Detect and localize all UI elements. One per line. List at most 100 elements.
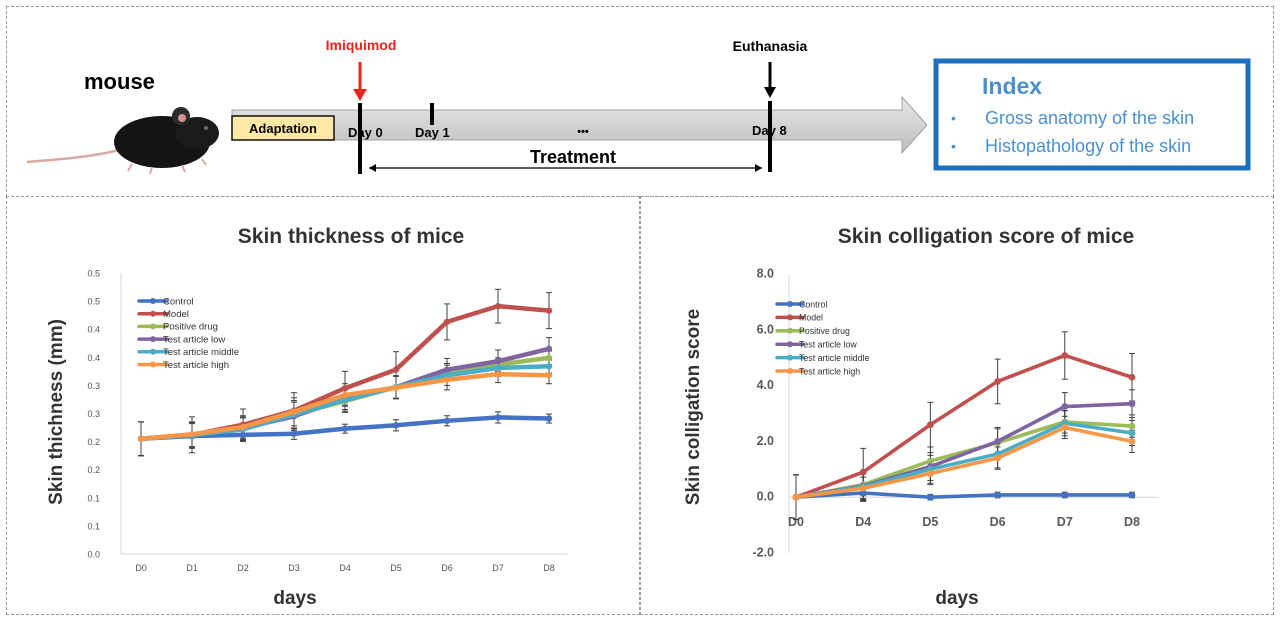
data-point	[859, 489, 867, 497]
legend-label: Test article high	[163, 360, 229, 371]
x-axis-label: days	[935, 588, 978, 609]
data-point	[392, 422, 400, 429]
legend-label: Positive drug	[163, 322, 218, 333]
data-point	[927, 457, 934, 465]
day0-label: Day 0	[348, 125, 383, 140]
y-tick-label: 0.4	[87, 325, 100, 335]
treatment-span-left-head	[369, 164, 376, 172]
y-tick-label: 0.4	[87, 353, 100, 363]
legend-marker	[787, 327, 793, 334]
y-tick-label: 6.0	[757, 322, 774, 336]
chart-title: Skin thickness of mice	[238, 225, 464, 248]
data-point	[341, 391, 349, 399]
timeline-panel: mouse Adaptation Imiquimod Euthanasia Da…	[6, 6, 1274, 197]
data-point	[341, 425, 349, 432]
data-point	[545, 372, 553, 379]
treatment-label: Treatment	[530, 147, 616, 167]
timeline-arrow	[231, 95, 928, 155]
data-point	[494, 364, 502, 372]
y-tick-label: 0.5	[87, 269, 100, 279]
x-tick-label: D0	[788, 515, 804, 529]
data-point	[494, 358, 502, 365]
legend-label: Control	[163, 296, 194, 307]
legend-label: Model	[799, 313, 823, 323]
y-tick-label: 8.0	[757, 267, 774, 281]
data-point	[792, 493, 800, 501]
day8-label: Day 8	[752, 123, 787, 138]
y-tick-label: 0.5	[87, 297, 100, 307]
index-bullet-icon: •	[951, 110, 956, 126]
series-line	[794, 425, 1134, 500]
euthanasia-label: Euthanasia	[733, 38, 808, 54]
skin-thickness-chart: Skin thickness of mice days Skin thichne…	[46, 225, 567, 609]
data-point	[494, 302, 502, 310]
x-tick-label: D7	[492, 563, 504, 573]
legend-marker	[150, 361, 156, 368]
data-point	[1128, 422, 1136, 430]
data-point	[137, 435, 145, 442]
index-item: Gross anatomy of the skin	[985, 108, 1194, 128]
x-tick-label: D0	[135, 563, 147, 573]
y-tick-label: 2.0	[757, 434, 774, 448]
data-point	[239, 431, 247, 439]
data-point	[994, 438, 1001, 445]
y-tick-label: -2.0	[752, 546, 774, 560]
mouse-illustration	[26, 107, 219, 175]
x-tick-label: D1	[186, 563, 198, 573]
data-point	[1061, 424, 1069, 431]
data-point	[1061, 491, 1069, 499]
data-point	[545, 363, 553, 370]
legend-marker	[150, 298, 156, 304]
data-point	[1061, 352, 1069, 359]
x-tick-label: D8	[543, 563, 555, 573]
data-point	[341, 385, 349, 392]
data-point	[443, 376, 451, 383]
data-point	[443, 318, 451, 326]
data-point	[1128, 491, 1136, 499]
x-tick-label: D6	[990, 515, 1006, 529]
series-line	[794, 420, 1134, 500]
imiquimod-label: Imiquimod	[326, 37, 397, 53]
data-point	[443, 366, 451, 373]
x-tick-label: D5	[390, 563, 402, 573]
adaptation-box	[231, 115, 335, 141]
y-tick-label: 0.0	[87, 550, 100, 560]
data-point	[290, 408, 298, 416]
data-point	[1128, 373, 1136, 381]
data-point	[1128, 438, 1136, 445]
legend-marker	[787, 341, 793, 348]
legend-marker	[787, 301, 793, 307]
x-tick-label: D7	[1057, 515, 1073, 529]
x-tick-label: D3	[288, 563, 300, 573]
data-point	[994, 454, 1001, 462]
y-tick-label: 0.1	[87, 493, 100, 503]
data-point	[341, 396, 349, 404]
x-tick-label: D6	[441, 563, 453, 573]
y-tick-label: 0.3	[87, 381, 100, 391]
treatment-span-right-head	[755, 164, 762, 172]
data-point	[545, 307, 553, 314]
data-point	[545, 415, 553, 422]
data-point	[927, 493, 934, 501]
data-point	[392, 366, 400, 373]
data-point	[994, 491, 1001, 499]
data-point	[1128, 400, 1136, 408]
data-point	[927, 470, 934, 477]
data-point	[927, 421, 934, 429]
x-tick-label: D5	[922, 515, 938, 529]
data-point	[859, 468, 867, 476]
y-tick-label: 0.1	[87, 521, 100, 531]
x-axis-label: days	[273, 588, 316, 609]
chart-title: Skin colligation score of mice	[838, 225, 1134, 248]
y-tick-label: 0.3	[87, 409, 100, 419]
legend-marker	[787, 368, 793, 374]
data-point	[545, 345, 553, 353]
data-point	[443, 417, 451, 425]
y-axis-label: Skin thichness (mm)	[46, 319, 67, 505]
legend-label: Test article low	[163, 334, 225, 345]
legend-marker	[150, 310, 156, 317]
skin-thickness-panel: Skin thickness of mice days Skin thichne…	[6, 196, 640, 615]
timeline-diagram: mouse Adaptation Imiquimod Euthanasia Da…	[26, 37, 1251, 175]
x-tick-label: D4	[339, 563, 351, 573]
day1-label: Day 1	[415, 125, 450, 140]
